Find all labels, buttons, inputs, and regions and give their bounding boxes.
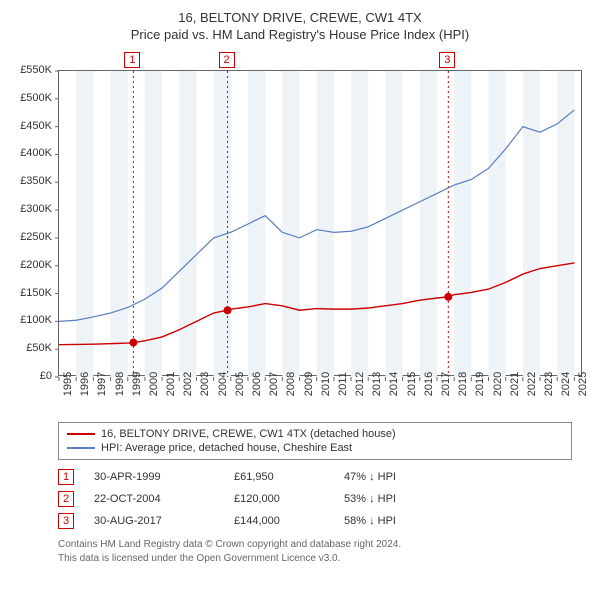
footer: Contains HM Land Registry data © Crown c… [58,538,572,565]
x-tick-label: 2011 [337,372,349,396]
x-tick-label: 1998 [114,372,126,396]
sale-marker: 3 [439,52,455,68]
sale-date: 30-APR-1999 [94,471,214,483]
x-tick-label: 2006 [251,372,263,396]
x-tick-label: 2024 [560,372,572,396]
sale-delta: 53% ↓ HPI [344,493,396,505]
x-tick-label: 2001 [165,372,177,396]
x-tick-label: 2016 [423,372,435,396]
sale-row: 2 22-OCT-2004 £120,000 53% ↓ HPI [58,488,572,510]
sale-delta: 58% ↓ HPI [344,515,396,527]
y-tick-label: £450K [8,120,52,132]
sale-marker: 2 [219,52,235,68]
x-tick-label: 2020 [492,372,504,396]
footer-line: Contains HM Land Registry data © Crown c… [58,538,572,552]
sale-price: £144,000 [234,515,324,527]
y-tick-label: £550K [8,64,52,76]
y-tick-label: £0 [8,370,52,382]
x-tick-label: 2009 [303,372,315,396]
sale-marker-num: 3 [58,513,74,529]
x-tick-label: 2007 [268,372,280,396]
sale-marker-num: 2 [58,491,74,507]
chart: £0 £50K £100K £150K £200K £250K £300K £350K £400… [8,48,592,418]
sale-price: £61,950 [234,471,324,483]
legend-item: HPI: Average price, detached house, Ches… [67,441,563,455]
y-tick-label: £100K [8,314,52,326]
x-tick-label: 2012 [354,372,366,396]
sale-row: 3 30-AUG-2017 £144,000 58% ↓ HPI [58,510,572,532]
x-tick-label: 2021 [509,372,521,396]
sale-marker-num: 1 [58,469,74,485]
legend-label: HPI: Average price, detached house, Ches… [101,442,352,454]
sales-table: 1 30-APR-1999 £61,950 47% ↓ HPI 2 22-OCT-2004… [58,466,572,532]
sale-price: £120,000 [234,493,324,505]
y-tick-label: £300K [8,203,52,215]
plot-area [58,70,582,376]
x-tick-label: 2005 [234,372,246,396]
page-subtitle: Price paid vs. HM Land Registry's House … [8,27,592,42]
x-tick-label: 2000 [148,372,160,396]
sale-date: 30-AUG-2017 [94,515,214,527]
y-tick-label: £150K [8,287,52,299]
y-tick-label: £400K [8,147,52,159]
y-tick-label: £350K [8,175,52,187]
x-tick-label: 2022 [526,372,538,396]
sale-delta: 47% ↓ HPI [344,471,396,483]
x-tick-label: 2025 [577,372,589,396]
y-tick-label: £250K [8,231,52,243]
x-tick-label: 2010 [320,372,332,396]
y-tick-label: £200K [8,259,52,271]
y-tick-label: £50K [8,342,52,354]
x-tick-label: 1997 [96,372,108,396]
x-tick-label: 2017 [440,372,452,396]
legend-item: 16, BELTONY DRIVE, CREWE, CW1 4TX (detac… [67,427,563,441]
x-tick-label: 2008 [285,372,297,396]
x-tick-label: 2003 [199,372,211,396]
x-tick-label: 2013 [371,372,383,396]
y-tick-label: £500K [8,92,52,104]
x-tick-label: 2019 [474,372,486,396]
legend-label: 16, BELTONY DRIVE, CREWE, CW1 4TX (detac… [101,428,396,440]
sale-row: 1 30-APR-1999 £61,950 47% ↓ HPI [58,466,572,488]
legend: 16, BELTONY DRIVE, CREWE, CW1 4TX (detac… [58,422,572,460]
legend-swatch [67,447,95,449]
footer-line: This data is licensed under the Open Gov… [58,552,572,566]
x-tick-label: 1999 [131,372,143,396]
x-tick-label: 2004 [217,372,229,396]
x-tick-label: 2018 [457,372,469,396]
sale-date: 22-OCT-2004 [94,493,214,505]
x-tick-label: 2015 [406,372,418,396]
x-tick-label: 2002 [182,372,194,396]
sale-marker: 1 [124,52,140,68]
chart-svg [59,71,583,377]
legend-swatch [67,433,95,435]
page-title: 16, BELTONY DRIVE, CREWE, CW1 4TX [8,10,592,25]
x-tick-label: 1995 [62,372,74,396]
x-tick-label: 2023 [543,372,555,396]
x-tick-label: 1996 [79,372,91,396]
x-tick-label: 2014 [388,372,400,396]
